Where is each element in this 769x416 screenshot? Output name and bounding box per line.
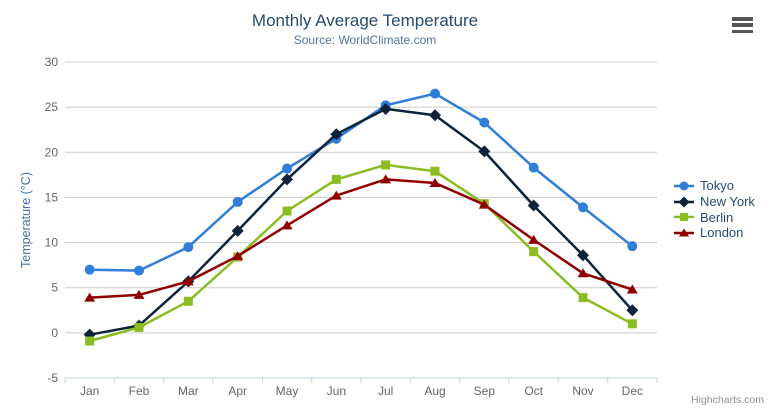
data-point-berlin[interactable] [430,166,440,176]
data-point-london[interactable] [626,284,638,294]
y-axis-label: -5 [47,371,58,385]
x-axis-label: Jan [80,384,99,398]
hamburger-icon [732,29,753,33]
data-point-tokyo[interactable] [282,163,292,174]
data-point-tokyo[interactable] [183,242,194,253]
y-axis-label: 0 [51,326,58,340]
chart-subtitle: Source: WorldClimate.com [293,33,437,47]
data-point-london[interactable] [577,268,589,278]
data-point-new-york[interactable] [527,199,540,212]
data-point-london[interactable] [478,199,490,209]
legend-symbol [679,228,689,237]
data-point-berlin[interactable] [331,174,341,184]
legend-symbol [679,181,689,191]
data-point-tokyo[interactable] [528,162,539,173]
data-point-tokyo[interactable] [578,202,588,213]
data-point-new-york[interactable] [330,128,343,141]
legend-item-tokyo[interactable]: Tokyo [673,178,755,194]
data-point-london[interactable] [182,276,194,286]
data-point-london[interactable] [429,177,441,187]
legend-label: Berlin [700,209,734,225]
gridlines [65,61,657,379]
legend-label: London [700,225,744,241]
x-axis-label: Oct [524,384,543,398]
x-axis-label: Dec [622,384,643,398]
x-axis-label: Feb [129,384,150,398]
data-point-new-york[interactable] [379,102,392,115]
hamburger-icon [732,17,753,21]
data-point-london[interactable] [281,220,293,230]
triangle-marker-icon [674,228,694,237]
data-point-tokyo[interactable] [134,265,144,276]
legend-symbol [678,196,690,208]
x-axis-label: Apr [228,384,247,398]
x-axis-label: Mar [178,384,199,398]
data-point-london[interactable] [330,190,342,200]
x-axis-label: Aug [424,384,445,398]
x-axis-label: May [276,384,299,398]
data-point-berlin[interactable] [578,293,588,303]
data-point-london[interactable] [528,234,540,244]
y-axis-label: 5 [51,281,58,295]
y-axis-label: 30 [45,55,59,69]
circle-marker-icon [674,181,694,191]
context-menu-button[interactable] [732,17,754,33]
square-marker-icon [674,213,694,222]
y-axis-title: Temperature (°C) [19,172,33,268]
hamburger-icon [732,23,753,27]
data-point-berlin[interactable] [183,296,193,306]
data-point-new-york[interactable] [626,304,639,317]
series-line-london[interactable] [88,178,634,299]
legend-item-berlin[interactable]: Berlin [673,209,755,225]
legend: Tokyo New York Berlin London [673,178,755,241]
axes: -5 0 5 10 15 20 25 30 Jan Feb Mar Apr May Jun Jul Aug Se… [45,55,658,398]
data-point-berlin[interactable] [134,322,144,332]
diamond-marker-icon [674,196,694,208]
data-point-new-york[interactable] [429,109,441,122]
data-point-tokyo[interactable] [84,264,95,275]
data-point-berlin[interactable] [282,206,292,216]
x-axis-label: Nov [572,384,593,398]
y-axis-label: 25 [45,100,59,114]
data-point-tokyo[interactable] [479,117,490,128]
data-point-berlin[interactable] [529,247,539,257]
data-point-new-york[interactable] [478,145,491,158]
series-line-berlin[interactable] [88,163,634,343]
x-axis-label: Jul [378,384,393,398]
data-point-london[interactable] [232,251,244,261]
y-axis-label: 20 [45,145,59,159]
credits-link[interactable]: Highcharts.com [691,394,764,406]
data-point-berlin[interactable] [85,336,95,346]
data-point-new-york[interactable] [231,224,244,237]
data-point-berlin[interactable] [381,160,391,170]
data-point-berlin[interactable] [627,319,637,329]
x-axis-label: Sep [474,384,496,398]
legend-symbol [680,213,688,222]
series-group [83,88,639,346]
chart-title: Monthly Average Temperature [251,11,479,30]
series-line-new-york[interactable] [88,107,634,336]
data-point-tokyo[interactable] [232,196,243,207]
x-axis-label: Jun [327,384,346,398]
legend-item-new-york[interactable]: New York [673,194,755,210]
data-point-tokyo[interactable] [430,88,440,99]
legend-label: New York [700,194,755,210]
data-point-london[interactable] [84,292,96,302]
data-point-london[interactable] [133,289,145,299]
y-axis-label: 15 [45,190,59,204]
data-point-new-york[interactable] [281,173,293,186]
legend-item-london[interactable]: London [673,225,755,241]
y-axis-label: 10 [45,236,59,250]
data-point-new-york[interactable] [577,249,589,262]
data-point-tokyo[interactable] [627,241,638,252]
data-point-london[interactable] [380,174,392,184]
legend-label: Tokyo [700,178,734,194]
